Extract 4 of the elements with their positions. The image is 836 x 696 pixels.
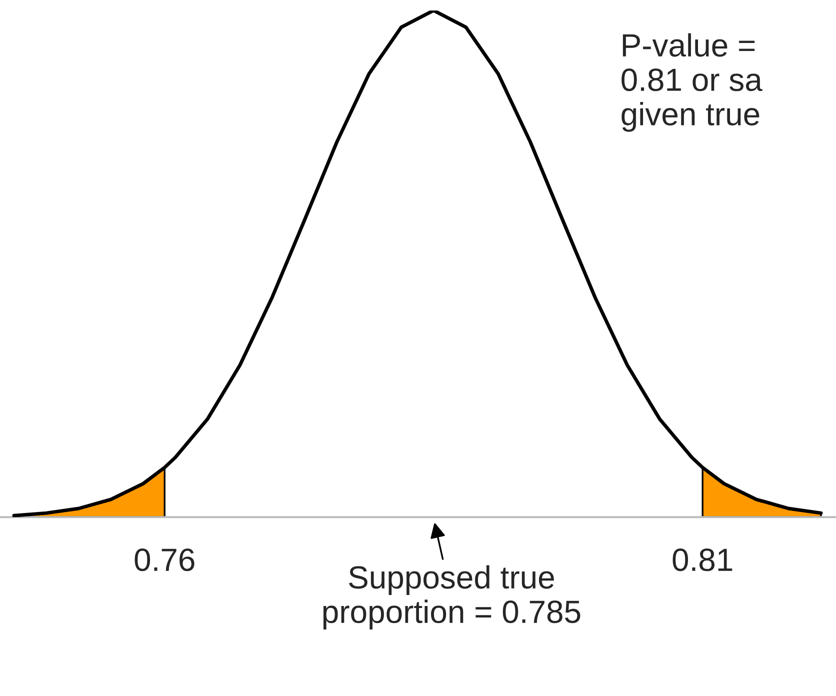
- text: Supposed true proportion = 0.785: [323, 565, 580, 630]
- x-tick-label: 0.76: [134, 548, 194, 572]
- annotation: P-value = 0.81 or sa given true: [622, 33, 762, 132]
- x-tick-label: 0.81: [672, 548, 732, 572]
